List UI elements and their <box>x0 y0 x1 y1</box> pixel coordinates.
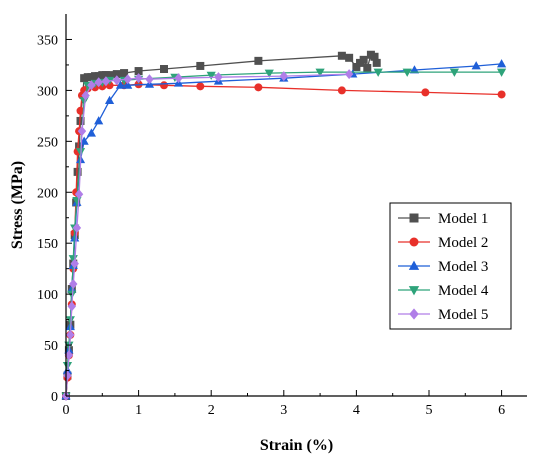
x-tick-label: 6 <box>498 403 505 418</box>
series-5-point <box>81 90 90 101</box>
legend-marker <box>408 260 420 270</box>
series-3-point <box>86 128 97 137</box>
series-5-point <box>145 74 154 85</box>
legend-label: Model 4 <box>438 283 489 299</box>
series-5-point <box>279 71 288 82</box>
series-2-point <box>196 82 205 91</box>
legend-label: Model 3 <box>438 259 488 275</box>
series-1-point <box>254 56 263 65</box>
legend-label: Model 1 <box>438 211 488 227</box>
series-3-point <box>104 95 115 104</box>
legend-marker <box>409 213 419 223</box>
legend-label: Model 2 <box>438 235 488 251</box>
series-layer <box>61 50 507 401</box>
series-5-point <box>134 73 143 84</box>
x-tick-label: 2 <box>208 403 215 418</box>
series-1-point <box>160 65 169 74</box>
series-5-point <box>94 77 103 88</box>
legend-marker <box>409 237 419 247</box>
series-5-point <box>344 69 354 80</box>
series-5-point <box>63 370 72 381</box>
series-5-point <box>112 75 122 86</box>
series-5-point <box>69 278 78 289</box>
series-1-point <box>352 62 361 71</box>
series-1-point <box>73 167 82 176</box>
axes-layer: 0 50 100 150 200 250 300 350 0 1 2 3 4 5 6 <box>37 14 527 418</box>
series-1-point <box>359 55 368 64</box>
series-5-point <box>66 329 75 340</box>
series-2-point <box>254 83 263 92</box>
series-2-point <box>337 86 346 95</box>
series-5-point <box>72 222 82 233</box>
y-tick-label: 50 <box>44 339 58 354</box>
series-1-point <box>134 67 143 76</box>
series-5-point <box>174 73 183 84</box>
legend: Model 1 Model 2 Model 3 Model 4 Model 5 <box>389 202 512 330</box>
y-tick-label: 0 <box>51 390 58 405</box>
legend-label: Model 5 <box>438 307 488 323</box>
series-5-point <box>74 189 84 200</box>
series-4-point <box>64 341 74 350</box>
series-5-point <box>123 74 132 85</box>
series-3-point <box>471 61 481 70</box>
series-2-point <box>421 88 430 97</box>
series-2-point <box>497 90 506 99</box>
series-3-point <box>496 59 507 68</box>
series-5-point <box>101 76 111 87</box>
legend-marker <box>409 308 419 320</box>
series-4-point <box>315 68 325 77</box>
series-1-point <box>105 71 114 80</box>
x-tick-label: 0 <box>63 403 70 418</box>
y-tick-label: 150 <box>37 237 58 252</box>
series-3-point <box>409 65 420 74</box>
series-5 <box>61 69 354 401</box>
series-5-point <box>77 126 87 137</box>
series-2-point <box>160 81 169 90</box>
x-axis-title: Strain (%) <box>260 437 333 454</box>
series-4-point <box>496 68 507 77</box>
series-1-point <box>76 116 85 125</box>
series-1-point <box>120 69 129 78</box>
series-4-point <box>206 71 216 80</box>
legend-marker <box>408 286 420 296</box>
series-1-point <box>345 53 354 62</box>
series-5-line <box>65 73 350 397</box>
series-2-point <box>76 106 85 115</box>
y-tick-label: 350 <box>37 33 58 48</box>
series-4-point <box>449 68 460 77</box>
x-tick-label: 4 <box>353 403 360 418</box>
y-tick-label: 300 <box>37 84 58 99</box>
y-tick-label: 100 <box>37 288 58 303</box>
series-3-point <box>123 80 133 89</box>
series-4-point <box>264 69 274 78</box>
x-tick-label: 3 <box>280 403 287 418</box>
y-tick-label: 250 <box>37 135 58 150</box>
series-5-point <box>87 80 96 91</box>
series-5-point <box>64 350 74 361</box>
y-axis-title: Stress (MPa) <box>9 161 26 249</box>
series-5-point <box>70 258 79 269</box>
series-5-point <box>67 301 77 312</box>
x-tick-label: 5 <box>425 403 432 418</box>
series-4-point <box>62 362 73 371</box>
series-4-point <box>402 68 412 77</box>
series-1-point <box>370 52 379 61</box>
series-1-point <box>75 142 84 151</box>
series-1-point <box>337 51 346 60</box>
series-1-point <box>372 58 381 67</box>
y-tick-label: 200 <box>37 186 58 201</box>
series-3-point <box>115 80 126 89</box>
series-1-point <box>112 70 121 79</box>
series-4-point <box>67 290 77 299</box>
series-1-point <box>196 61 205 70</box>
series-4-point <box>65 316 75 325</box>
x-tick-label: 1 <box>135 403 142 418</box>
series-3-point <box>94 116 104 125</box>
series-5-point <box>214 72 223 83</box>
series-4-point <box>373 68 383 77</box>
series-1-point <box>363 63 372 72</box>
